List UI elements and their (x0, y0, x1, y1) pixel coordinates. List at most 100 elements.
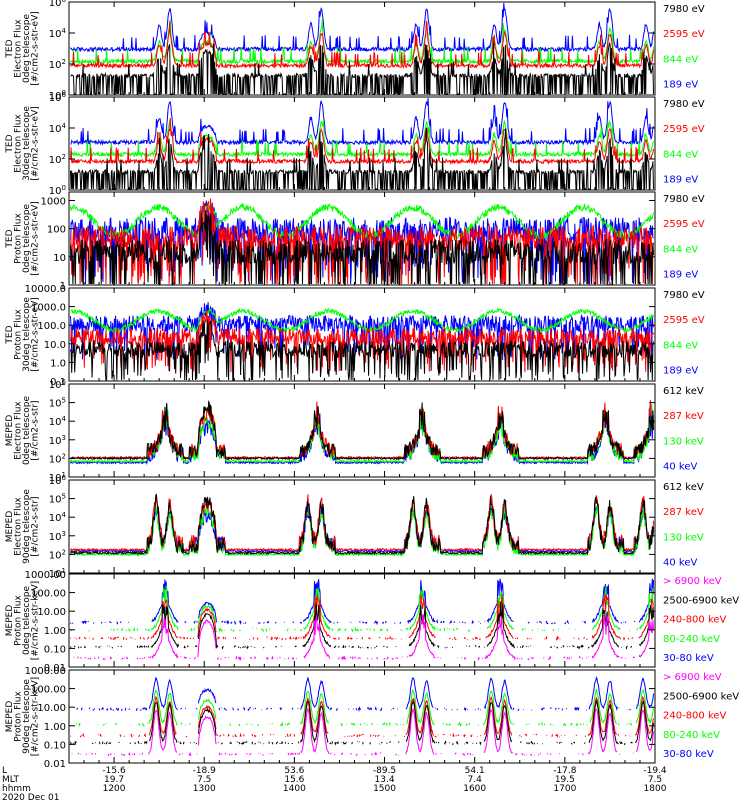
x-tick-label: 13.4 (375, 775, 395, 785)
x-tick-label: 7.4 (468, 775, 483, 785)
y-tick-label: 100 (47, 225, 66, 236)
series-line-0 (70, 210, 654, 285)
legend-entry: 7980 eV (663, 290, 705, 301)
y-tick-label: 10000.0 (25, 284, 66, 295)
y-tick-base: 10 (49, 399, 62, 410)
y-tick-label: 100.00 (31, 589, 66, 600)
y-tick-label: 1000 (41, 196, 66, 207)
y-tick-exp: 2 (62, 58, 66, 66)
y-label-line: TED (5, 134, 15, 153)
y-label-line: Electron Flux (14, 19, 24, 78)
legend-entry: 189 eV (663, 269, 698, 280)
y-tick-exp: 0 (62, 184, 66, 192)
y-label-line: TED (5, 39, 15, 58)
y-label-line: Proton Flux (14, 309, 24, 360)
y-label-line: 30deg telescope (22, 297, 32, 372)
y-label-line: [#/cm2-s-str-eV] (31, 201, 41, 276)
y-tick-label: 1000.00 (25, 570, 66, 581)
y-label-line: [#/cm2-s-str-keV] (31, 677, 41, 756)
y-tick-label: 1000.00 (25, 666, 66, 677)
x-row-label: hhmm (2, 784, 31, 794)
panel-frame (68, 479, 656, 574)
x-axis: -15.619.71200-18.97.5130053.615.61400-89… (2, 2, 667, 800)
x-tick-label: 1400 (283, 784, 306, 794)
legend-entry: 80-240 keV (663, 634, 720, 645)
series-line-1 (70, 117, 654, 166)
y-tick-label: 10 (53, 253, 66, 264)
x-row-label: MLT (2, 775, 20, 785)
legend-entry: 7980 eV (663, 99, 705, 110)
series-line-2 (70, 504, 654, 557)
legend-entry: 240-800 keV (663, 711, 727, 722)
series-line-1 (70, 20, 654, 70)
y-tick-exp: 4 (62, 511, 67, 519)
y-label-line: 30deg telescope (22, 106, 32, 181)
series-line-2 (70, 594, 654, 641)
y-tick-base: 10 (49, 417, 62, 428)
y-tick-label: 103 (49, 434, 66, 447)
y-tick-label: 10.0 (44, 340, 66, 351)
y-tick-base: 10 (49, 29, 62, 40)
y-label-line: [#/cm2-s-str-eV] (31, 106, 41, 181)
y-tick-label: 101 (49, 567, 66, 580)
legend-entry: 189 eV (663, 174, 698, 185)
legend-entry: 7980 eV (663, 194, 705, 205)
y-tick-base: 10 (49, 532, 62, 543)
series-line-0 (70, 493, 654, 556)
y-tick-base: 10 (49, 476, 62, 487)
panel-7: 0.01 0.10 1.00 10.00 100.00 1000.00 MEPEDProto… (5, 570, 739, 674)
y-tick-base: 10 (49, 473, 62, 484)
legend-entry: 2595 eV (663, 124, 705, 135)
series-line-0 (71, 707, 654, 757)
y-label-line: MEPED (5, 605, 15, 637)
x-row-label: L (2, 766, 7, 776)
y-tick-label: 102 (49, 153, 66, 166)
y-label-line: [#/cm2-s-str-keV] (31, 581, 41, 660)
series-line-0 (73, 614, 654, 661)
panel-frame (68, 1, 656, 96)
x-tick-label: 53.6 (284, 766, 304, 776)
legend-entry: 130 keV (663, 436, 704, 447)
y-label-line: MEPED (5, 701, 15, 733)
series-line-4 (76, 676, 654, 712)
y-label-line: Electron Flux (14, 114, 24, 173)
y-tick-exp: 4 (62, 415, 67, 423)
y-tick-base: 10 (49, 436, 62, 447)
y-tick-exp: 3 (62, 434, 66, 442)
y-tick-label: 104 (49, 511, 67, 524)
y-tick-label: 106 (49, 91, 67, 104)
x-tick-label: 7.5 (197, 775, 211, 785)
y-label-line: [#/cm2-s-str-eV] (31, 297, 41, 372)
y-tick-exp: 1 (62, 471, 66, 479)
y-label-line: Electron Flux (14, 401, 24, 460)
series-line-1 (70, 601, 654, 650)
y-label-line: Proton Flux (14, 691, 24, 742)
y-tick-label: 104 (49, 415, 67, 428)
x-tick-label: 15.6 (284, 775, 304, 785)
y-tick-label: 10.00 (37, 703, 66, 714)
legend-entry: 287 keV (663, 507, 704, 518)
series-line-0 (70, 41, 654, 95)
legend-entry: 130 keV (663, 532, 704, 543)
y-tick-base: 10 (49, 495, 62, 506)
legend-entry: 30-80 keV (663, 749, 714, 760)
legend-entry: 40 keV (663, 557, 697, 568)
y-tick-exp: 3 (62, 530, 66, 538)
x-tick-label: 1600 (463, 784, 486, 794)
y-tick-base: 10 (49, 60, 62, 71)
x-tick-label: 1500 (373, 784, 396, 794)
y-tick-label: 1.00 (44, 722, 66, 733)
legend-entry: 612 keV (663, 386, 704, 397)
x-tick-label: -15.6 (102, 766, 126, 776)
x-tick-label: 19.5 (555, 775, 575, 785)
y-tick-label: 0.1 (50, 377, 66, 388)
legend-entry: 844 eV (663, 244, 698, 255)
y-label-line: [#/cm2-s-str-eV] (31, 11, 41, 86)
y-label-line: MEPED (5, 415, 15, 447)
y-tick-exp: 2 (62, 548, 66, 556)
y-label-line: 0deg telescope (22, 396, 32, 466)
